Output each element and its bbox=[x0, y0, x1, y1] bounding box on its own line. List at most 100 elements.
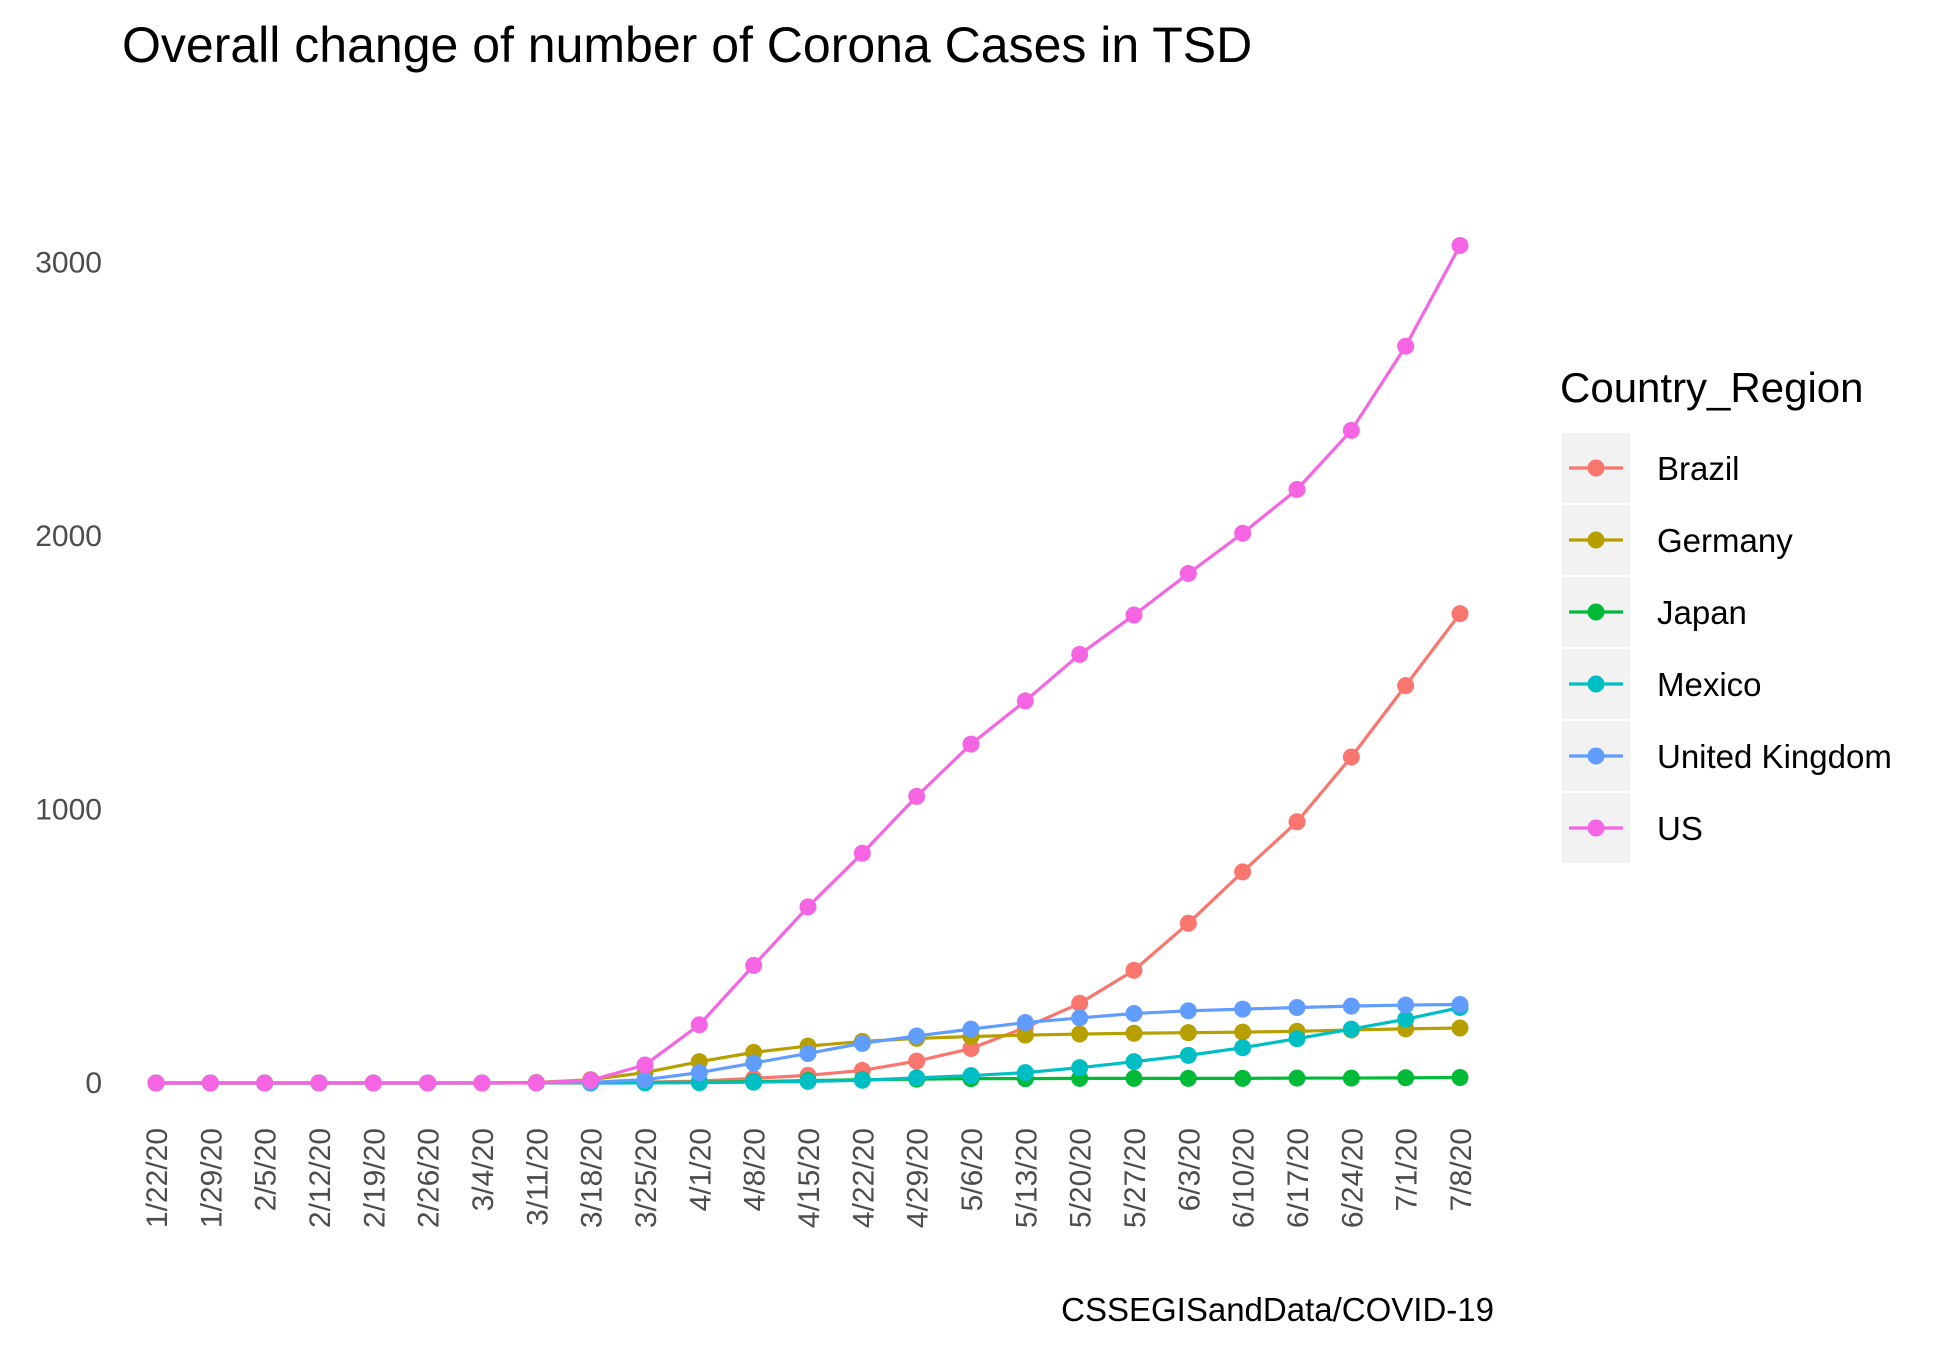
y-tick-label: 0 bbox=[85, 1067, 102, 1100]
y-tick-label: 2000 bbox=[35, 520, 102, 553]
data-point bbox=[1179, 1069, 1197, 1087]
data-point bbox=[1016, 1064, 1034, 1082]
x-tick-label: 6/10/20 bbox=[1228, 1128, 1261, 1228]
data-point bbox=[1179, 1024, 1197, 1042]
x-tick-label: 4/22/20 bbox=[847, 1128, 880, 1228]
series-line bbox=[156, 244, 1462, 1085]
data-point bbox=[201, 1074, 219, 1092]
data-point bbox=[1125, 1053, 1143, 1071]
data-point bbox=[310, 1074, 328, 1092]
data-point bbox=[1451, 1019, 1469, 1037]
x-tick-label: 1/29/20 bbox=[195, 1128, 228, 1228]
data-point bbox=[1451, 605, 1469, 623]
legend-label: US bbox=[1657, 810, 1703, 847]
data-point bbox=[1016, 692, 1034, 710]
x-tick-label: 3/25/20 bbox=[630, 1128, 663, 1228]
data-point bbox=[419, 1074, 437, 1092]
legend: Brazil Germany Japan Mexico United Kingdom US bbox=[1562, 433, 1892, 863]
data-point bbox=[1342, 421, 1360, 439]
x-tick-label: 2/12/20 bbox=[304, 1128, 337, 1228]
data-point bbox=[1071, 1025, 1089, 1043]
x-tick-label: 2/5/20 bbox=[250, 1128, 283, 1211]
data-point bbox=[1451, 996, 1469, 1014]
y-tick-label: 1000 bbox=[35, 794, 102, 827]
x-tick-label: 1/22/20 bbox=[141, 1128, 174, 1228]
data-point bbox=[1234, 1039, 1252, 1057]
data-point bbox=[1288, 1030, 1306, 1048]
data-point bbox=[364, 1074, 382, 1092]
data-point bbox=[1234, 1023, 1252, 1041]
data-point bbox=[745, 1073, 763, 1091]
data-point bbox=[1125, 606, 1143, 624]
legend-key-point bbox=[1587, 747, 1605, 765]
data-point bbox=[473, 1074, 491, 1092]
series bbox=[147, 605, 1469, 1092]
data-point bbox=[853, 1034, 871, 1052]
plot-area bbox=[147, 237, 1469, 1092]
data-point bbox=[1125, 1005, 1143, 1023]
data-point bbox=[1179, 564, 1197, 582]
data-point bbox=[1234, 863, 1252, 881]
series bbox=[147, 237, 1469, 1092]
data-point bbox=[908, 1027, 926, 1045]
data-point bbox=[1288, 813, 1306, 831]
data-point bbox=[1071, 994, 1089, 1012]
data-point bbox=[1451, 1069, 1469, 1087]
data-point bbox=[1397, 337, 1415, 355]
x-tick-label: 3/18/20 bbox=[576, 1128, 609, 1228]
x-tick-label: 2/19/20 bbox=[358, 1128, 391, 1228]
x-tick-label: 4/29/20 bbox=[902, 1128, 935, 1228]
data-point bbox=[1288, 999, 1306, 1017]
data-point bbox=[1397, 1010, 1415, 1028]
data-point bbox=[1125, 1024, 1143, 1042]
data-point bbox=[1288, 1069, 1306, 1087]
data-point bbox=[799, 1072, 817, 1090]
x-tick-label: 5/13/20 bbox=[1010, 1128, 1043, 1228]
x-tick-label: 6/3/20 bbox=[1173, 1128, 1206, 1211]
x-tick-label: 4/8/20 bbox=[739, 1128, 772, 1211]
data-point bbox=[1288, 481, 1306, 498]
data-point bbox=[962, 1067, 980, 1085]
data-point bbox=[1342, 1020, 1360, 1038]
legend-label: Germany bbox=[1657, 522, 1793, 559]
data-point bbox=[962, 1040, 980, 1058]
x-tick-label: 6/24/20 bbox=[1336, 1128, 1369, 1228]
legend-key-point bbox=[1587, 459, 1605, 477]
data-point bbox=[799, 898, 817, 916]
data-point bbox=[256, 1074, 274, 1092]
legend-key-point bbox=[1587, 603, 1605, 621]
legend-label: Mexico bbox=[1657, 666, 1762, 703]
data-point bbox=[1071, 1059, 1089, 1077]
x-tick-label: 7/1/20 bbox=[1391, 1128, 1424, 1211]
chart-caption: CSSEGISandData/COVID-19 bbox=[1061, 1291, 1494, 1328]
data-point bbox=[1179, 914, 1197, 932]
x-tick-label: 5/6/20 bbox=[956, 1128, 989, 1211]
data-point bbox=[636, 1071, 654, 1089]
legend-item: Mexico bbox=[1562, 649, 1762, 719]
data-point bbox=[962, 735, 980, 753]
data-point bbox=[908, 787, 926, 805]
data-point bbox=[1234, 1069, 1252, 1087]
data-point bbox=[908, 1069, 926, 1087]
data-point bbox=[636, 1056, 654, 1074]
data-point bbox=[853, 1071, 871, 1089]
data-point bbox=[853, 844, 871, 862]
data-point bbox=[1071, 645, 1089, 663]
data-point bbox=[690, 1064, 708, 1082]
legend-item: US bbox=[1562, 793, 1703, 863]
legend-key-point bbox=[1587, 819, 1605, 837]
data-point bbox=[1016, 1014, 1034, 1032]
x-tick-label: 5/27/20 bbox=[1119, 1128, 1152, 1228]
legend-label: United Kingdom bbox=[1657, 738, 1892, 775]
data-point bbox=[1125, 1069, 1143, 1087]
legend-item: United Kingdom bbox=[1562, 721, 1892, 791]
data-point bbox=[1397, 1069, 1415, 1087]
legend-label: Japan bbox=[1657, 594, 1747, 631]
data-point bbox=[908, 1052, 926, 1070]
data-point bbox=[799, 1044, 817, 1062]
x-tick-label: 5/20/20 bbox=[1065, 1128, 1098, 1228]
data-point bbox=[1234, 524, 1252, 542]
data-point bbox=[1342, 997, 1360, 1015]
y-tick-label: 3000 bbox=[35, 247, 102, 280]
chart-title: Overall change of number of Corona Cases… bbox=[122, 17, 1252, 73]
